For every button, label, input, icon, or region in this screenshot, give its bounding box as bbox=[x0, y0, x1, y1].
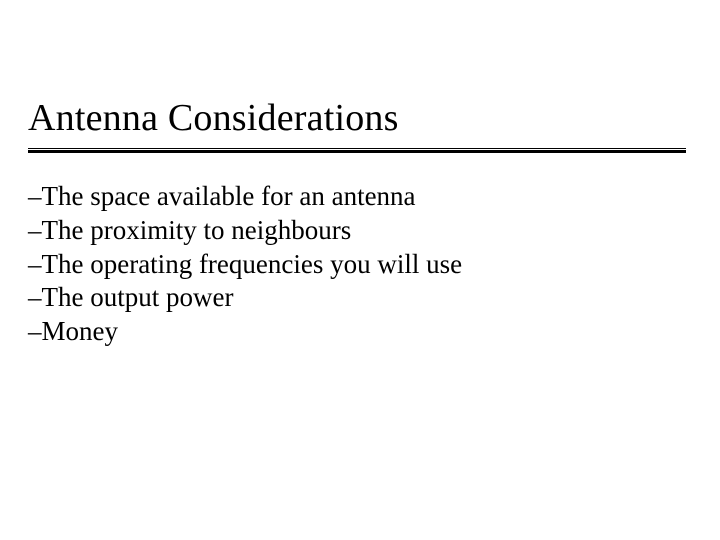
list-item: –The space available for an antenna bbox=[28, 180, 680, 214]
title-underline-thin bbox=[28, 148, 686, 149]
bullet-text: The operating frequencies you will use bbox=[42, 249, 463, 279]
bullet-dash-icon: – bbox=[28, 215, 42, 245]
title-underline-thick bbox=[28, 150, 686, 153]
list-item: –The proximity to neighbours bbox=[28, 214, 680, 248]
title-block: Antenna Considerations bbox=[28, 98, 686, 153]
bullet-dash-icon: – bbox=[28, 282, 42, 312]
bullet-text: The output power bbox=[42, 282, 234, 312]
bullet-dash-icon: – bbox=[28, 316, 42, 346]
bullet-list: –The space available for an antenna –The… bbox=[28, 180, 680, 349]
bullet-dash-icon: – bbox=[28, 181, 42, 211]
list-item: –The output power bbox=[28, 281, 680, 315]
list-item: –Money bbox=[28, 315, 680, 349]
bullet-text: Money bbox=[42, 316, 119, 346]
list-item: –The operating frequencies you will use bbox=[28, 248, 680, 282]
bullet-text: The space available for an antenna bbox=[42, 181, 416, 211]
slide-title: Antenna Considerations bbox=[28, 98, 686, 146]
slide: Antenna Considerations –The space availa… bbox=[0, 0, 720, 540]
bullet-dash-icon: – bbox=[28, 249, 42, 279]
bullet-text: The proximity to neighbours bbox=[42, 215, 352, 245]
